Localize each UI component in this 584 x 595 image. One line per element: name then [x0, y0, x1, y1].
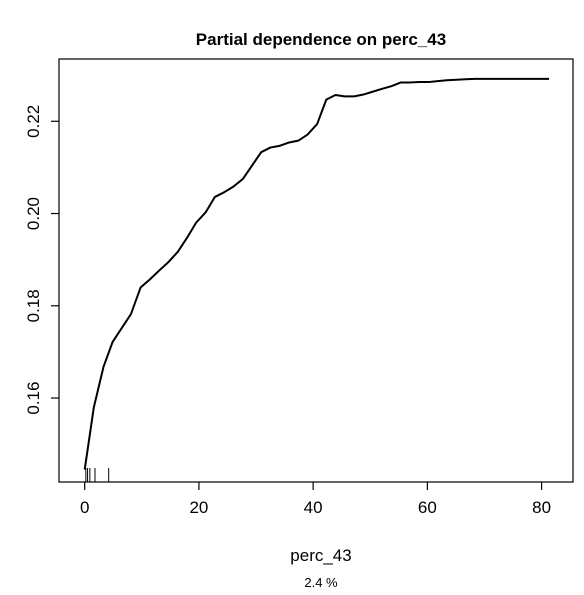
- x-axis-label: perc_43: [290, 546, 351, 565]
- x-tick-label: 20: [189, 498, 208, 517]
- x-tick-label: 40: [304, 498, 323, 517]
- x-tick-label: 0: [80, 498, 89, 517]
- plot-frame: [58, 58, 574, 483]
- series-group: [83, 77, 550, 470]
- y-tick-label: 0.18: [24, 289, 43, 322]
- x-tick-label: 80: [532, 498, 551, 517]
- y-tick-label: 0.16: [24, 381, 43, 414]
- x-axis-sublabel: 2.4 %: [304, 575, 338, 590]
- x-axis: 0 20 40 60 80: [80, 482, 551, 517]
- rug-marks: [85, 468, 110, 482]
- y-axis: 0.16 0.18 0.20 0.22: [24, 105, 59, 415]
- y-tick-label: 0.22: [24, 105, 43, 138]
- y-tick-label: 0.20: [24, 197, 43, 230]
- series-line: [83, 77, 550, 470]
- x-tick-label: 60: [418, 498, 437, 517]
- chart-title: Partial dependence on perc_43: [196, 30, 446, 49]
